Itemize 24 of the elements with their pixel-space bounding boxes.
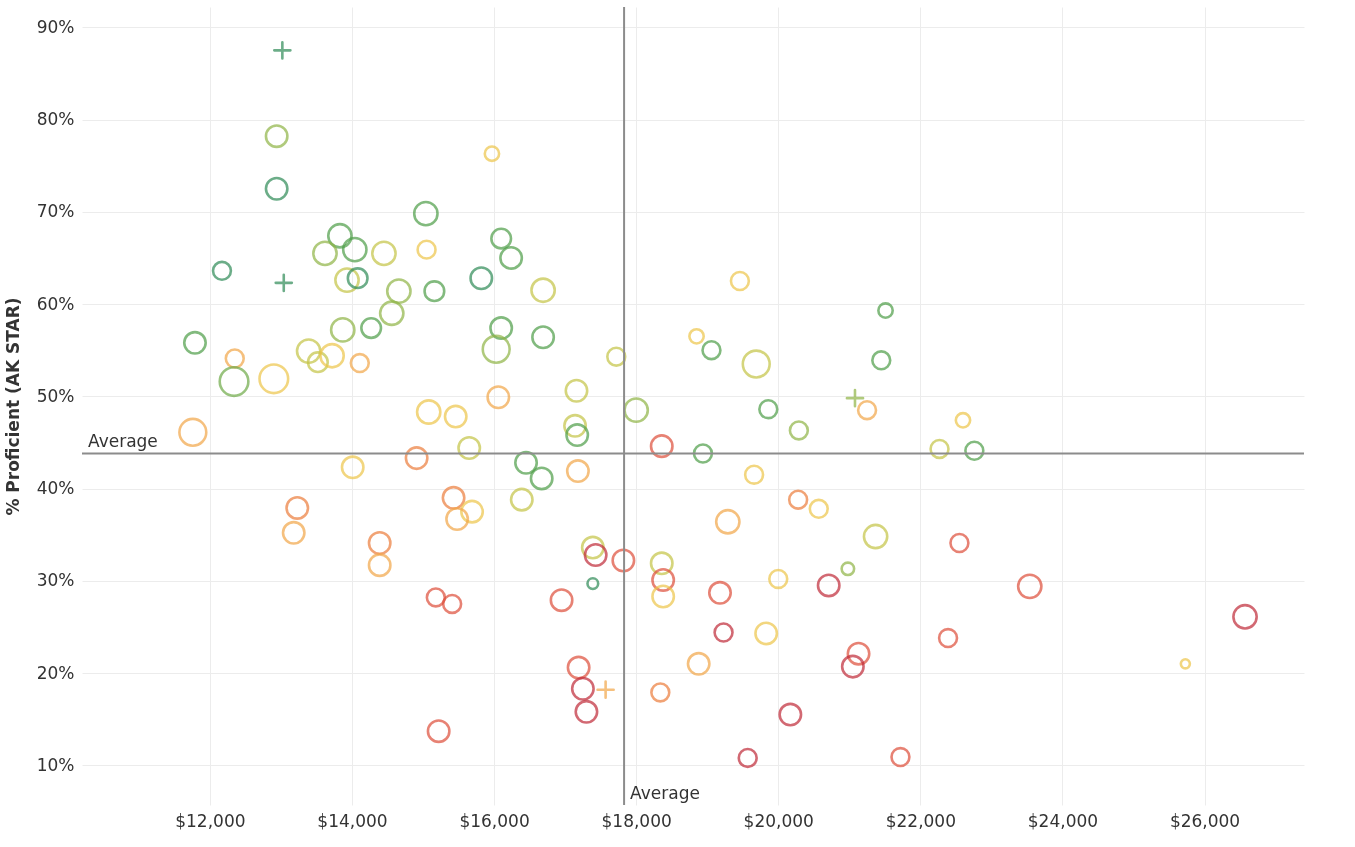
- y-tick-label: 50%: [36, 385, 75, 406]
- point: [845, 388, 865, 408]
- y-tick-label: 40%: [36, 478, 75, 499]
- x-tick-label: $20,000: [743, 810, 814, 831]
- x-tick-label: $22,000: [885, 810, 957, 831]
- y-tick-label: 80%: [36, 109, 75, 130]
- ref-line-label: Average: [88, 430, 158, 451]
- y-tick-label: 30%: [36, 570, 75, 591]
- y-tick-label: 20%: [36, 662, 75, 683]
- point: [274, 273, 294, 293]
- x-tick-label: $24,000: [1027, 810, 1099, 831]
- y-tick-label: 10%: [36, 754, 75, 775]
- x-tick-label: $14,000: [317, 810, 388, 831]
- point: [596, 680, 615, 700]
- x-tick-label: $16,000: [459, 810, 530, 831]
- x-tick-label: $26,000: [1169, 810, 1241, 831]
- ref-line-label: Average: [630, 783, 700, 803]
- x-tick-label: $18,000: [601, 810, 672, 831]
- point: [272, 41, 292, 60]
- y-axis-title: % Proficient (AK STAR): [2, 297, 23, 516]
- y-tick-label: 90%: [36, 16, 75, 37]
- y-tick-label: 70%: [36, 201, 75, 222]
- y-tick-label: 60%: [36, 293, 75, 314]
- x-tick-label: $12,000: [175, 810, 246, 831]
